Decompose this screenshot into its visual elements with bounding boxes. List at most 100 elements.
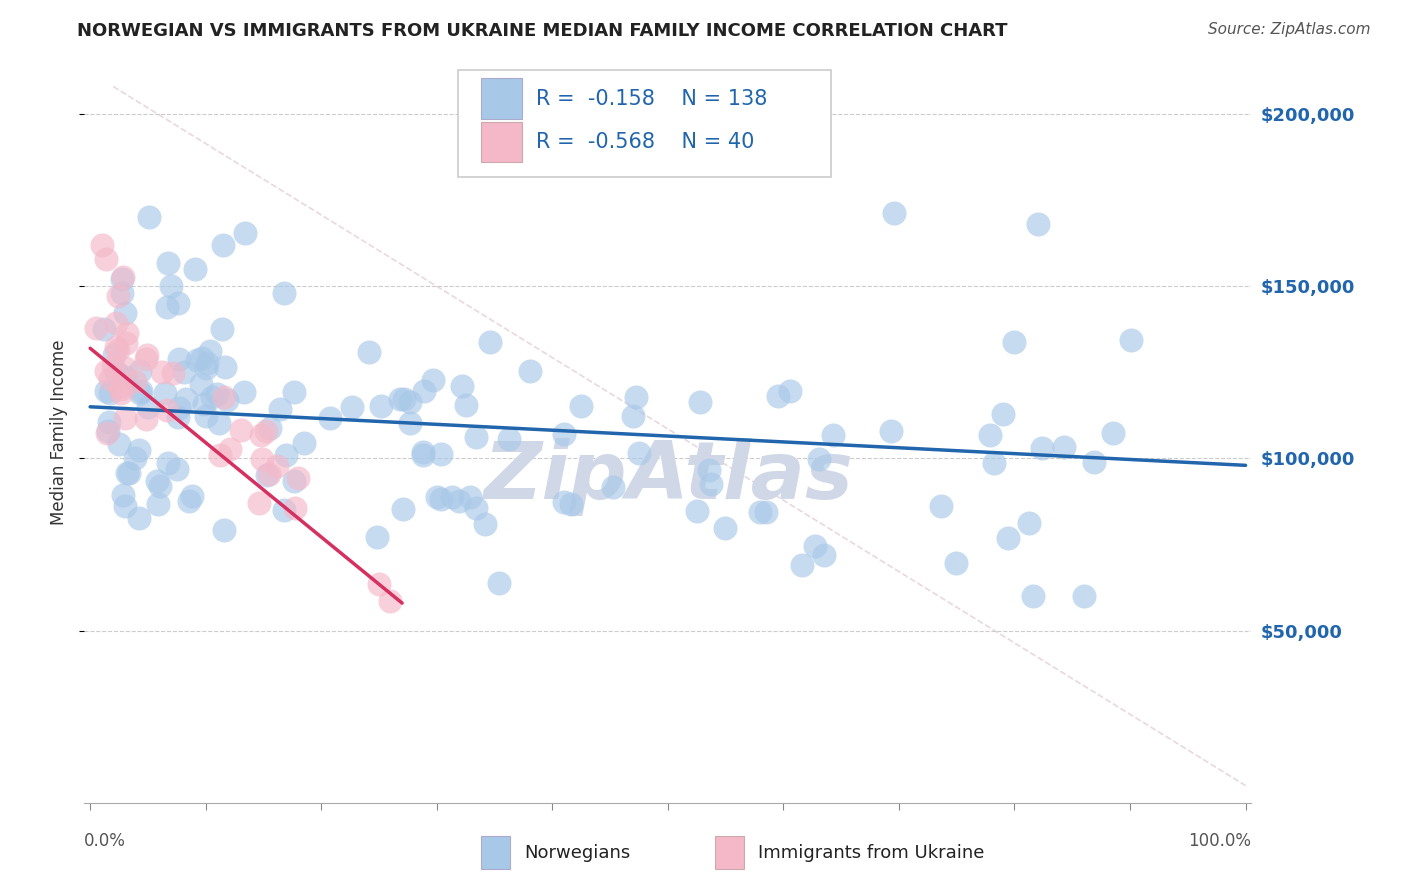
- Point: [97, 424, 120, 438]
- Point: [156, 456, 179, 470]
- Point: [212, 390, 235, 404]
- Point: [150, 365, 173, 379]
- Point: [945, 556, 967, 570]
- Point: [157, 256, 180, 270]
- Point: [105, 366, 128, 380]
- Point: [929, 499, 952, 513]
- Point: [218, 442, 240, 457]
- Point: [169, 401, 191, 415]
- Point: [479, 335, 502, 350]
- Point: [98, 415, 121, 429]
- Point: [991, 407, 1014, 421]
- Point: [214, 523, 236, 537]
- Point: [366, 530, 388, 544]
- Point: [201, 390, 224, 404]
- Point: [426, 490, 449, 504]
- Point: [114, 361, 136, 376]
- Point: [193, 397, 215, 411]
- Text: 100.0%: 100.0%: [1188, 832, 1251, 850]
- Point: [553, 427, 575, 442]
- Point: [1031, 441, 1053, 455]
- Point: [430, 492, 453, 507]
- Point: [394, 392, 416, 407]
- Text: Norwegians: Norwegians: [524, 844, 630, 862]
- Point: [1073, 589, 1095, 603]
- Text: ZipAtlas: ZipAtlas: [482, 438, 853, 516]
- Point: [569, 399, 592, 413]
- Point: [768, 389, 790, 403]
- Point: [173, 365, 195, 379]
- Point: [101, 359, 124, 373]
- Point: [748, 505, 770, 519]
- Point: [399, 417, 422, 431]
- Point: [388, 392, 411, 406]
- Point: [790, 558, 813, 573]
- Point: [284, 501, 307, 516]
- Point: [128, 511, 150, 525]
- Point: [456, 398, 478, 412]
- Point: [257, 467, 280, 481]
- Point: [292, 435, 315, 450]
- Point: [249, 428, 271, 442]
- Point: [177, 493, 200, 508]
- Point: [103, 348, 125, 362]
- Point: [232, 385, 254, 400]
- Point: [214, 360, 236, 375]
- Point: [983, 456, 1005, 470]
- Point: [105, 316, 128, 330]
- Point: [269, 402, 291, 417]
- Point: [430, 448, 453, 462]
- Point: [474, 517, 496, 532]
- Point: [412, 445, 434, 459]
- Text: R =  -0.158    N = 138: R = -0.158 N = 138: [536, 88, 768, 109]
- Point: [464, 430, 486, 444]
- Point: [138, 211, 160, 225]
- FancyBboxPatch shape: [481, 121, 522, 162]
- Point: [112, 487, 135, 501]
- Point: [553, 495, 575, 509]
- Point: [259, 421, 281, 435]
- Point: [207, 387, 229, 401]
- Point: [1102, 425, 1125, 440]
- Point: [209, 448, 232, 462]
- Point: [94, 364, 117, 378]
- Point: [107, 289, 129, 303]
- Text: 0.0%: 0.0%: [84, 832, 127, 850]
- Point: [274, 448, 297, 462]
- Point: [367, 577, 389, 591]
- Point: [808, 452, 831, 467]
- Point: [233, 227, 256, 241]
- Point: [283, 385, 305, 400]
- Point: [93, 322, 115, 336]
- Text: Immigrants from Ukraine: Immigrants from Ukraine: [758, 844, 984, 862]
- Point: [94, 384, 117, 398]
- Point: [208, 417, 231, 431]
- FancyBboxPatch shape: [481, 78, 522, 119]
- Point: [167, 351, 190, 366]
- Point: [191, 351, 214, 365]
- Point: [399, 395, 422, 409]
- Point: [211, 238, 233, 252]
- Point: [183, 262, 205, 277]
- Point: [110, 286, 132, 301]
- Point: [190, 377, 212, 392]
- Point: [713, 521, 735, 535]
- Point: [128, 443, 150, 458]
- Point: [229, 423, 252, 437]
- Point: [114, 370, 136, 384]
- Point: [149, 479, 172, 493]
- Point: [1002, 334, 1025, 349]
- Point: [135, 412, 157, 426]
- Y-axis label: Median Family Income: Median Family Income: [51, 340, 69, 525]
- Point: [166, 296, 188, 310]
- Point: [624, 390, 647, 404]
- Point: [412, 448, 434, 462]
- Point: [198, 344, 221, 359]
- Point: [359, 345, 381, 359]
- Point: [91, 238, 114, 252]
- Point: [821, 427, 844, 442]
- Point: [160, 278, 183, 293]
- Point: [779, 384, 801, 399]
- Point: [114, 306, 136, 320]
- Point: [135, 352, 157, 367]
